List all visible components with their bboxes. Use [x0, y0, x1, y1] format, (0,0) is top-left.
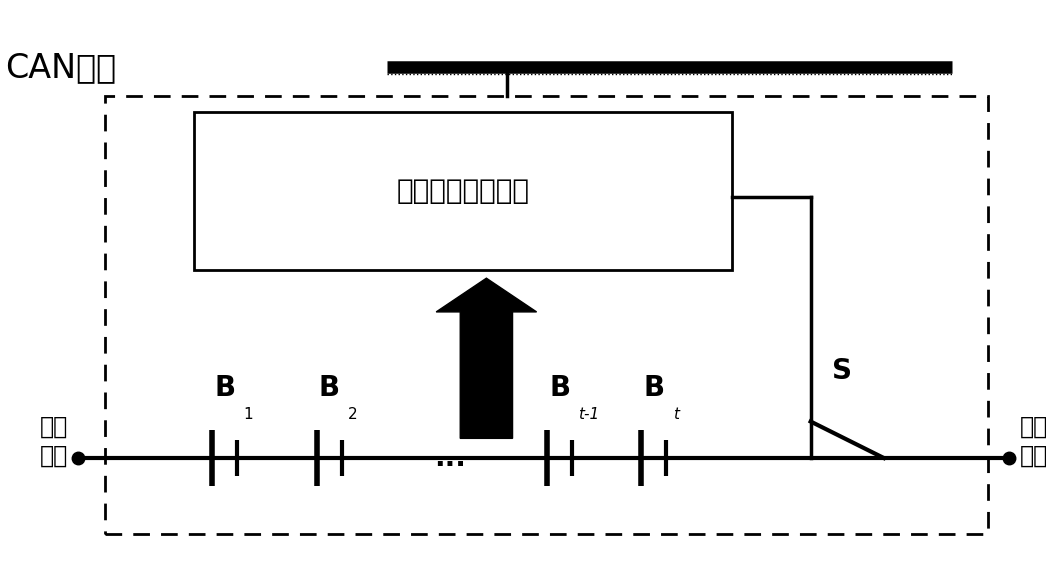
Text: B: B	[319, 374, 340, 402]
Bar	[194, 112, 732, 270]
Text: 模块
正极: 模块 正极	[1020, 414, 1046, 468]
Text: 电池模块管理系统: 电池模块管理系统	[396, 177, 529, 205]
Text: ...: ...	[434, 444, 465, 472]
Text: B: B	[549, 374, 570, 402]
Text: t-1: t-1	[578, 407, 599, 423]
Text: S: S	[832, 357, 852, 385]
Text: CAN总线: CAN总线	[5, 51, 116, 84]
Text: B: B	[214, 374, 235, 402]
Text: t: t	[673, 407, 679, 423]
Text: 2: 2	[348, 407, 358, 423]
Text: 1: 1	[244, 407, 253, 423]
Polygon shape	[436, 278, 537, 438]
Text: B: B	[643, 374, 664, 402]
Text: 模块
负极: 模块 负极	[40, 414, 68, 468]
Bar	[105, 96, 988, 534]
